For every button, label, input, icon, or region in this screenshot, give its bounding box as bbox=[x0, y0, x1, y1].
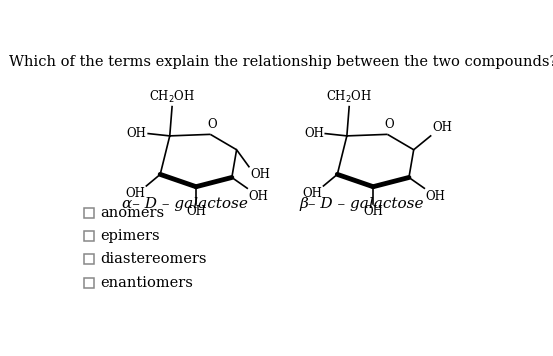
Text: OH: OH bbox=[304, 127, 324, 140]
FancyBboxPatch shape bbox=[85, 231, 95, 241]
Text: CH$_2$OH: CH$_2$OH bbox=[326, 89, 372, 105]
FancyBboxPatch shape bbox=[85, 278, 95, 288]
Text: OH: OH bbox=[125, 188, 145, 200]
Text: enantiomers: enantiomers bbox=[100, 276, 192, 289]
Text: OH: OH bbox=[186, 205, 206, 218]
Text: O: O bbox=[384, 118, 394, 131]
Text: CH$_2$OH: CH$_2$OH bbox=[149, 89, 195, 105]
FancyBboxPatch shape bbox=[85, 255, 95, 265]
Text: OH: OH bbox=[426, 190, 446, 203]
Text: OH: OH bbox=[363, 205, 383, 218]
Text: diastereomers: diastereomers bbox=[100, 252, 206, 267]
Text: OH: OH bbox=[127, 127, 147, 140]
Text: O: O bbox=[207, 118, 217, 131]
Text: OH: OH bbox=[432, 121, 452, 134]
Text: Which of the terms explain the relationship between the two compounds?: Which of the terms explain the relations… bbox=[9, 55, 553, 69]
Text: β– D – galactose: β– D – galactose bbox=[299, 198, 424, 211]
Text: OH: OH bbox=[251, 168, 270, 181]
Text: α– D – galactose: α– D – galactose bbox=[122, 198, 247, 211]
FancyBboxPatch shape bbox=[85, 208, 95, 218]
Text: epimers: epimers bbox=[100, 229, 159, 244]
Text: anomers: anomers bbox=[100, 206, 164, 220]
Text: OH: OH bbox=[249, 190, 269, 203]
Text: OH: OH bbox=[302, 188, 322, 200]
